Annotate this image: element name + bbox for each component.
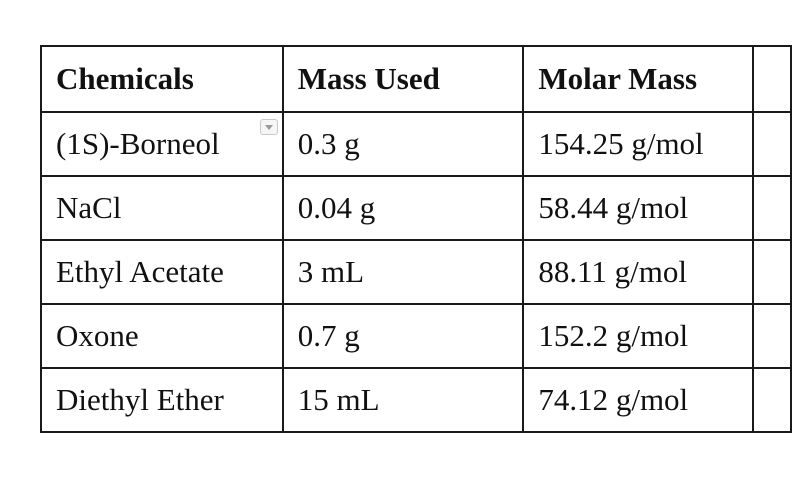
table-cell-mass[interactable]: 3 mL xyxy=(281,239,525,305)
table-row: Diethyl Ether 15 mL 74.12 g/mol xyxy=(40,367,792,433)
table-cell-chemical[interactable]: (1S)-Borneol xyxy=(40,111,284,177)
table-row: Oxone 0.7 g 152.2 g/mol xyxy=(40,303,792,369)
table-row: Ethyl Acetate 3 mL 88.11 g/mol xyxy=(40,239,792,305)
table-cell-molar-mass[interactable]: 154.25 g/mol xyxy=(522,111,754,177)
column-header-chemicals[interactable]: Chemicals xyxy=(40,45,284,113)
column-header-extra[interactable] xyxy=(751,45,792,113)
column-header-molar-mass[interactable]: Molar Mass xyxy=(522,45,754,113)
table-header-row: Chemicals Mass Used Molar Mass xyxy=(40,45,792,113)
table-cell-molar-mass[interactable]: 58.44 g/mol xyxy=(522,175,754,241)
cell-text: (1S)-Borneol xyxy=(56,126,220,161)
table-cell-molar-mass[interactable]: 74.12 g/mol xyxy=(522,367,754,433)
chevron-down-icon[interactable] xyxy=(259,119,278,135)
table-cell-extra[interactable] xyxy=(751,239,792,305)
table-row: (1S)-Borneol 0.3 g 154.25 g/mol xyxy=(40,111,792,177)
table-cell-molar-mass[interactable]: 88.11 g/mol xyxy=(522,239,754,305)
table-cell-mass[interactable]: 0.7 g xyxy=(281,303,525,369)
table-cell-extra[interactable] xyxy=(751,111,792,177)
table-cell-extra[interactable] xyxy=(751,367,792,433)
chemicals-table-container: Chemicals Mass Used Molar Mass (1S)-Born… xyxy=(40,45,792,433)
table-cell-mass[interactable]: 15 mL xyxy=(281,367,525,433)
table-cell-molar-mass[interactable]: 152.2 g/mol xyxy=(522,303,754,369)
chemicals-table: Chemicals Mass Used Molar Mass (1S)-Born… xyxy=(40,45,792,433)
table-row: NaCl 0.04 g 58.44 g/mol xyxy=(40,175,792,241)
table-cell-mass[interactable]: 0.04 g xyxy=(281,175,525,241)
table-cell-extra[interactable] xyxy=(751,175,792,241)
table-cell-extra[interactable] xyxy=(751,303,792,369)
table-cell-mass[interactable]: 0.3 g xyxy=(281,111,525,177)
column-header-mass-used[interactable]: Mass Used xyxy=(281,45,525,113)
table-cell-chemical[interactable]: Diethyl Ether xyxy=(40,367,284,433)
table-cell-chemical[interactable]: Oxone xyxy=(40,303,284,369)
table-cell-chemical[interactable]: NaCl xyxy=(40,175,284,241)
table-cell-chemical[interactable]: Ethyl Acetate xyxy=(40,239,284,305)
